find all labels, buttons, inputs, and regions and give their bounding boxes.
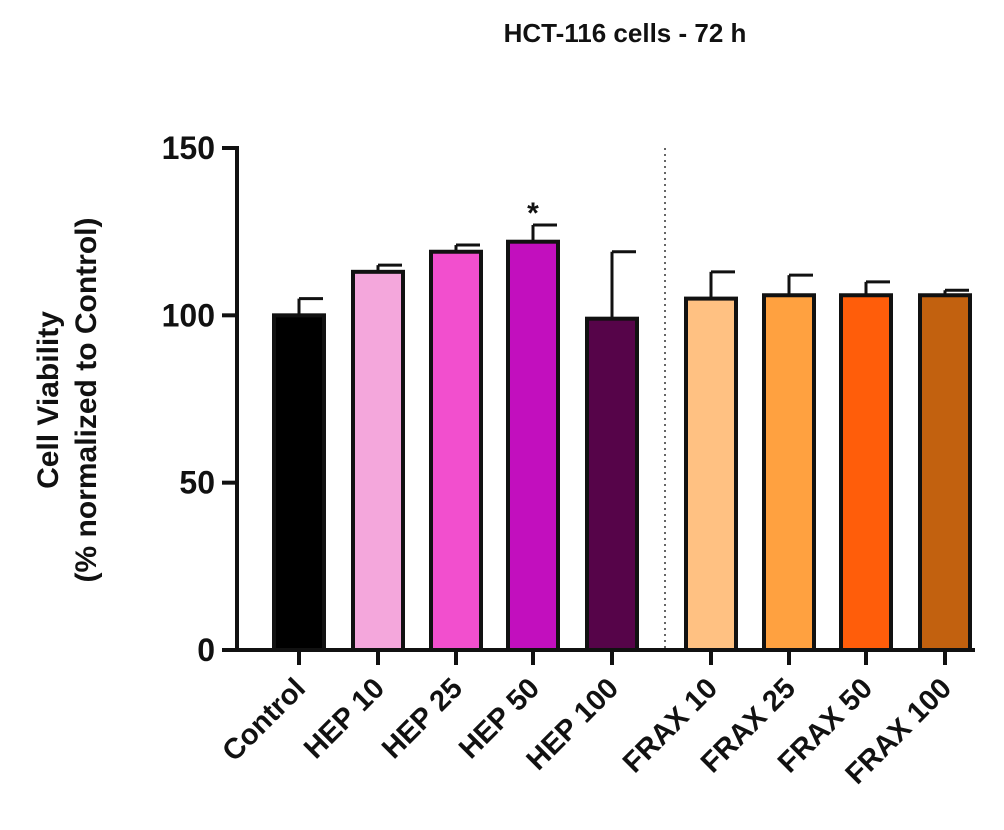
chart-title: HCT-116 cells - 72 h: [504, 18, 747, 48]
bars: [272, 239, 972, 652]
x-tick-label: HEP 25: [376, 672, 469, 765]
error-bars: [297, 223, 969, 319]
bar-hep-10: [351, 269, 405, 652]
bar-frax-100: [918, 293, 972, 652]
y-tick-label: 150: [162, 130, 215, 166]
y-tick-label: 50: [179, 465, 215, 501]
bar-frax-50: [839, 293, 893, 652]
y-axis-label-line-1: Cell Viability: [32, 311, 65, 489]
significance-markers: *: [527, 197, 539, 230]
y-axis-label-line-2: (% normalized to Control): [70, 218, 103, 583]
bar-hep-50: [506, 239, 560, 652]
y-tick-label: 0: [197, 632, 215, 668]
x-tick-label: HEP 10: [298, 672, 391, 765]
bar-hep-25: [429, 249, 483, 652]
x-tick-label: Control: [216, 672, 312, 768]
bar-control: [272, 313, 326, 652]
bar-frax-10: [684, 296, 738, 652]
bar-frax-25: [762, 293, 816, 652]
y-axis-ticks: 0 50 100 150: [162, 130, 237, 668]
significance-marker: *: [527, 197, 539, 230]
y-tick-label: 100: [162, 297, 215, 333]
bar-hep-100: [585, 316, 639, 652]
